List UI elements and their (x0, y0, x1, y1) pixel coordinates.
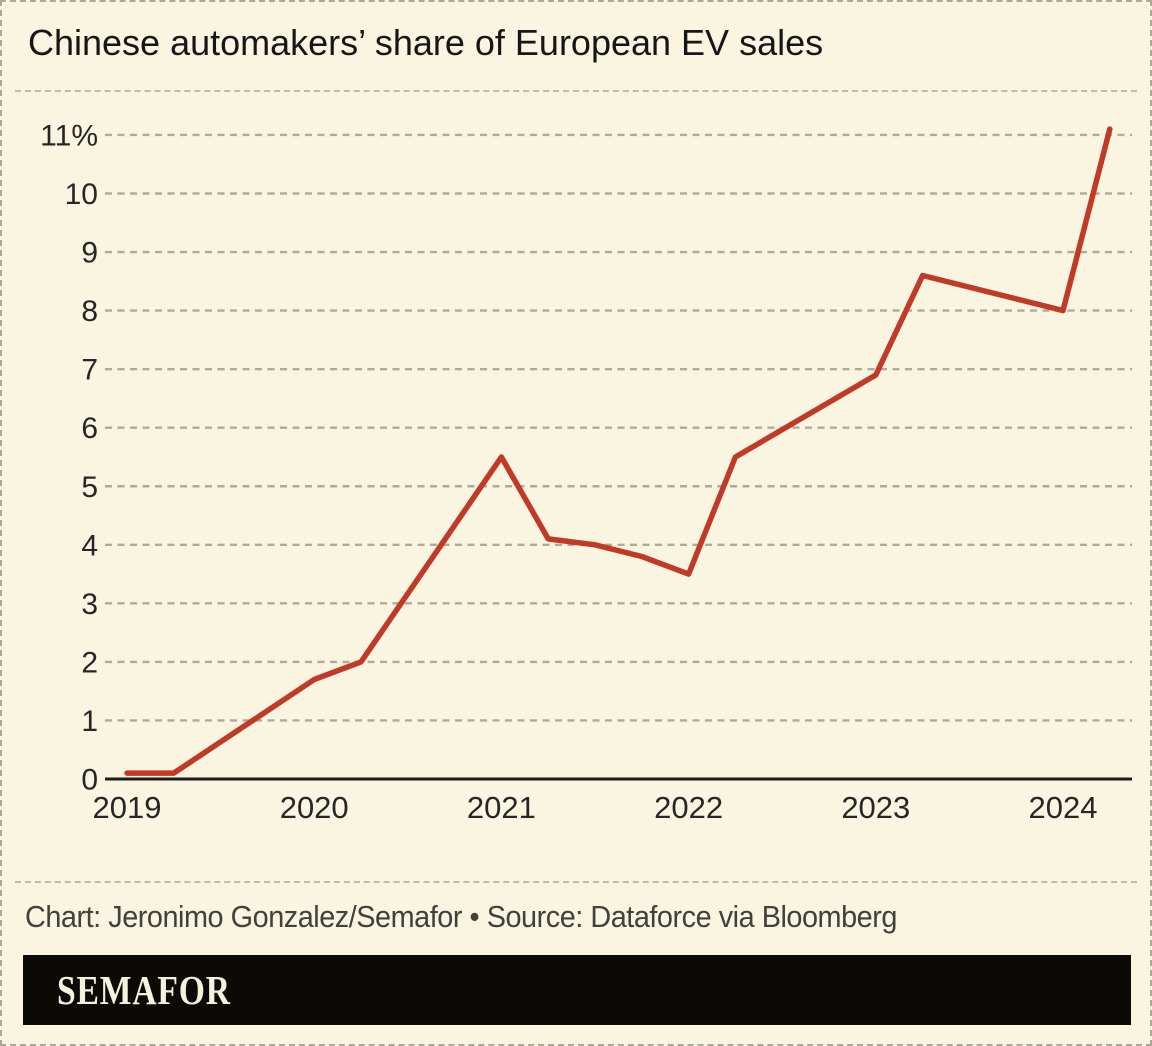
y-tick-label: 3 (81, 588, 98, 621)
title-separator (15, 90, 1137, 92)
data-line (124, 126, 1113, 776)
y-tick-label: 4 (81, 529, 98, 562)
x-tick-label: 2020 (280, 790, 349, 825)
y-tick-label: 10 (65, 178, 98, 211)
x-tick-label: 2021 (467, 790, 536, 825)
y-tick-label: 6 (81, 412, 98, 445)
y-tick-label: 1 (81, 705, 98, 738)
y-tick-label: 9 (81, 237, 98, 270)
y-tick-label: 2 (81, 646, 98, 679)
semafor-logo-bar: SEMAFOR (23, 955, 1131, 1025)
chart-title: Chinese automakers’ share of European EV… (28, 22, 824, 63)
y-tick-label: 5 (81, 471, 98, 504)
x-tick-label: 2023 (841, 790, 910, 825)
x-tick-label: 2019 (93, 790, 162, 825)
y-tick-label: 0 (81, 764, 98, 797)
y-tick-label: 11% (40, 119, 98, 152)
y-tick-label: 8 (81, 295, 98, 328)
y-tick-label: 7 (81, 354, 98, 387)
x-tick-label: 2024 (1029, 790, 1098, 825)
semafor-logo: SEMAFOR (57, 967, 231, 1013)
footer-separator (15, 881, 1137, 883)
credit-line: Chart: Jeronimo Gonzalez/Semafor • Sourc… (25, 899, 897, 934)
x-tick-label: 2022 (654, 790, 723, 825)
